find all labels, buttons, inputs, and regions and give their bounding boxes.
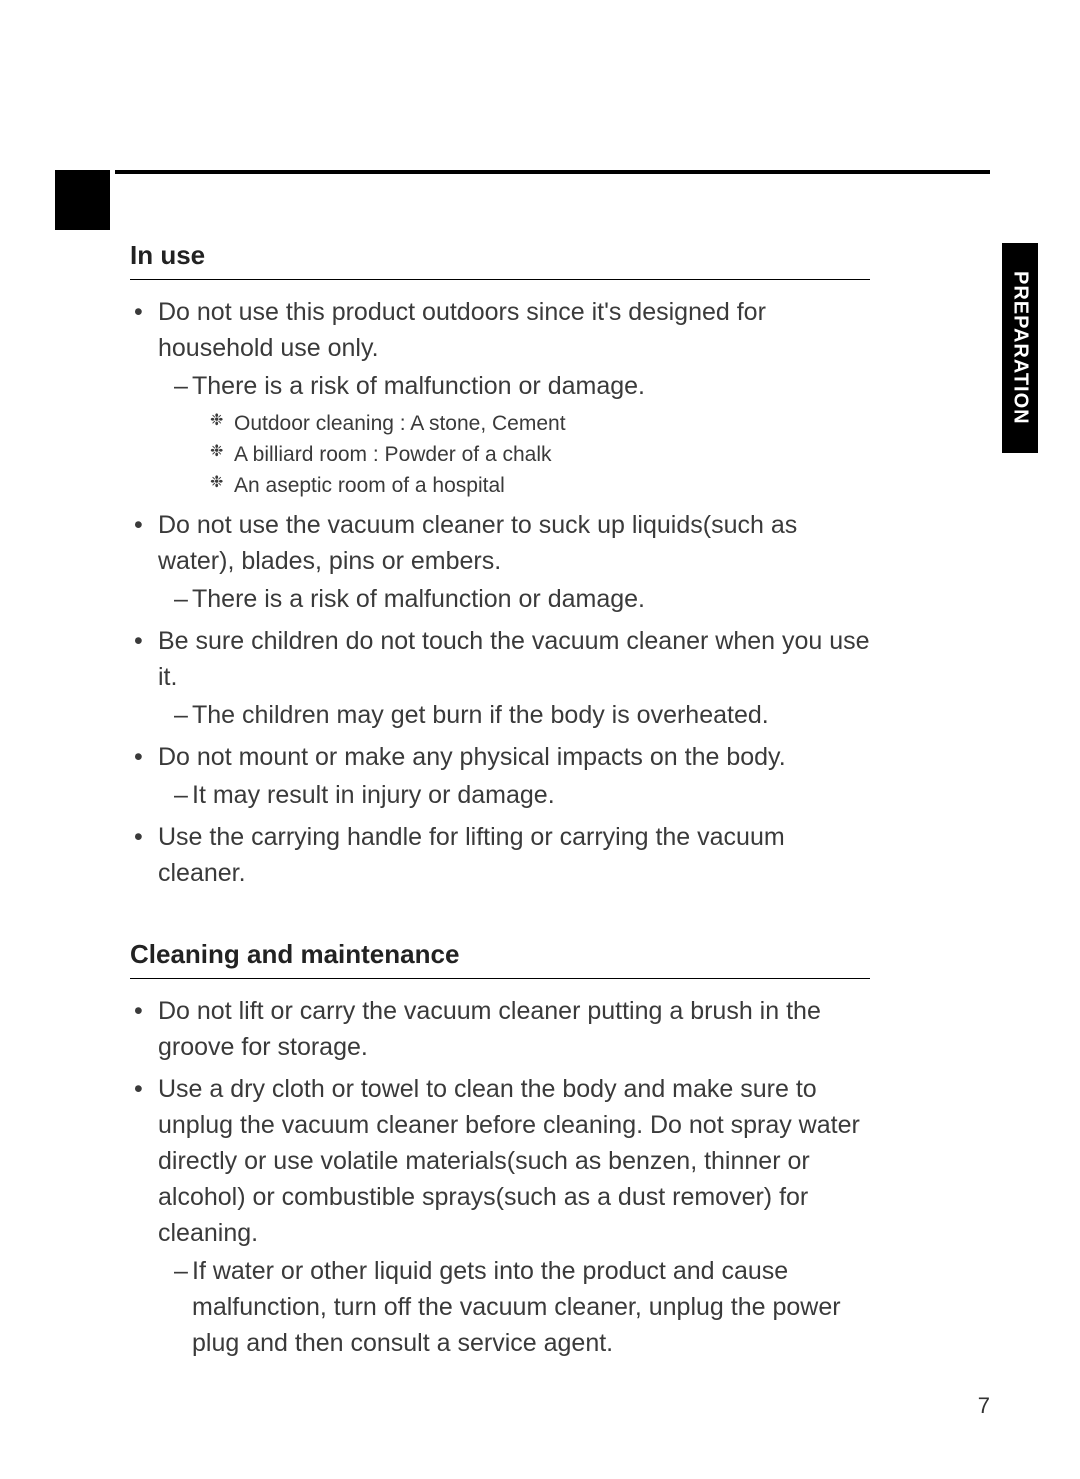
list-item-text: Do not use this product outdoors since i…: [158, 298, 766, 362]
dash-list: There is a risk of malfunction or damage…: [158, 581, 870, 617]
list-item: Do not lift or carry the vacuum cleaner …: [132, 993, 870, 1065]
list-item-text: Use the carrying handle for lifting or c…: [158, 823, 785, 887]
list-item: Use the carrying handle for lifting or c…: [132, 819, 870, 891]
list-item-text: Do not mount or make any physical impact…: [158, 743, 786, 771]
list-item: Do not use this product outdoors since i…: [132, 294, 870, 501]
asterisk-item: Outdoor cleaning : A stone, Cement: [210, 408, 870, 439]
cleaning-list: Do not lift or carry the vacuum cleaner …: [130, 993, 870, 1361]
page-number: 7: [978, 1393, 990, 1419]
header-rule: [115, 170, 990, 174]
list-item-text: Do not use the vacuum cleaner to suck up…: [158, 511, 797, 575]
list-item: Be sure children do not touch the vacuum…: [132, 623, 870, 733]
dash-item: It may result in injury or damage.: [174, 777, 870, 813]
section-cleaning: Cleaning and maintenance Do not lift or …: [130, 939, 870, 1361]
section-title-cleaning: Cleaning and maintenance: [130, 939, 870, 979]
dash-item: There is a risk of malfunction or damage…: [174, 581, 870, 617]
list-item-text: Do not lift or carry the vacuum cleaner …: [158, 997, 821, 1061]
section-in-use: In use Do not use this product outdoors …: [130, 240, 870, 891]
content: In use Do not use this product outdoors …: [130, 240, 990, 1361]
side-tab-preparation: PREPARATION: [1002, 243, 1038, 453]
header-black-bar: [55, 170, 110, 230]
list-item-text: Be sure children do not touch the vacuum…: [158, 627, 870, 691]
in-use-list: Do not use this product outdoors since i…: [130, 294, 870, 891]
dash-item: There is a risk of malfunction or damage…: [174, 368, 870, 501]
asterisk-item: A billiard room : Powder of a chalk: [210, 439, 870, 470]
dash-item: The children may get burn if the body is…: [174, 697, 870, 733]
dash-item: If water or other liquid gets into the p…: [174, 1253, 870, 1361]
asterisk-item: An aseptic room of a hospital: [210, 470, 870, 501]
dash-list: There is a risk of malfunction or damage…: [158, 368, 870, 501]
list-item: Use a dry cloth or towel to clean the bo…: [132, 1071, 870, 1361]
dash-list: It may result in injury or damage.: [158, 777, 870, 813]
asterisk-list: Outdoor cleaning : A stone, Cement A bil…: [192, 408, 870, 501]
page: PREPARATION In use Do not use this produ…: [0, 0, 1080, 1479]
dash-item-text: There is a risk of malfunction or damage…: [192, 372, 645, 400]
list-item: Do not use the vacuum cleaner to suck up…: [132, 507, 870, 617]
dash-list: The children may get burn if the body is…: [158, 697, 870, 733]
section-title-in-use: In use: [130, 240, 870, 280]
list-item: Do not mount or make any physical impact…: [132, 739, 870, 813]
list-item-text: Use a dry cloth or towel to clean the bo…: [158, 1075, 860, 1247]
dash-list: If water or other liquid gets into the p…: [158, 1253, 870, 1361]
